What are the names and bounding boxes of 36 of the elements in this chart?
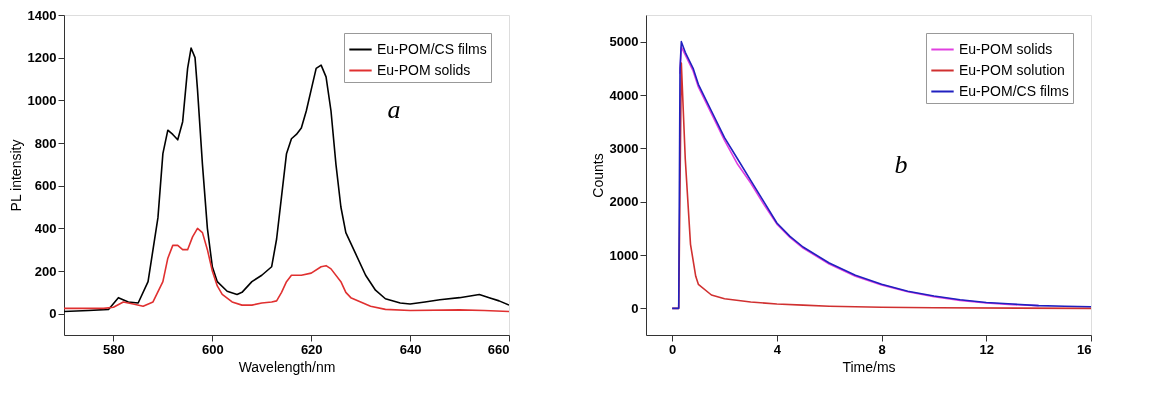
annotation: a (387, 95, 401, 124)
x-tick-label: 660 (487, 341, 510, 357)
y-tick-label: 1400 (27, 7, 57, 23)
y-tick-label: 600 (34, 178, 57, 194)
y-tick-label: 400 (34, 220, 57, 236)
x-tick-label: 600 (201, 341, 224, 357)
x-tick-label: 12 (979, 341, 995, 357)
y-tick-label: 0 (49, 306, 57, 322)
legend-label: Eu-POM/CS films (959, 82, 1069, 99)
legend-label: Eu-POM solution (959, 61, 1065, 78)
x-tick-label: 16 (1077, 341, 1092, 357)
y-axis-title: PL intensity (7, 139, 24, 212)
y-tick-label: 2000 (609, 194, 639, 210)
x-axis-title: Wavelength/nm (238, 358, 336, 375)
legend-label: Eu-POM/CS films (377, 40, 487, 57)
y-tick-label: 4000 (609, 87, 639, 103)
y-tick-label: 1000 (609, 247, 639, 263)
x-tick-label: 580 (103, 341, 125, 357)
annotation: b (894, 150, 908, 179)
legend-label: Eu-POM solids (959, 40, 1053, 57)
x-tick-label: 640 (399, 341, 422, 357)
line-series (64, 227, 509, 313)
x-tick-label: 620 (300, 341, 323, 357)
y-tick-label: 800 (34, 135, 57, 151)
y-tick-label: 1000 (27, 92, 57, 108)
y-tick-label: 0 (631, 300, 639, 316)
x-axis-title: Time/ms (842, 358, 896, 375)
y-tick-label: 3000 (609, 140, 639, 156)
y-axis-title: Counts (589, 153, 606, 198)
x-tick-label: 0 (669, 341, 677, 357)
x-tick-label: 8 (878, 341, 886, 357)
x-tick-label: 4 (773, 341, 782, 357)
y-tick-label: 1200 (27, 50, 57, 66)
y-tick-label: 200 (34, 263, 57, 279)
y-tick-label: 5000 (609, 34, 639, 50)
legend-label: Eu-POM solids (377, 61, 471, 78)
